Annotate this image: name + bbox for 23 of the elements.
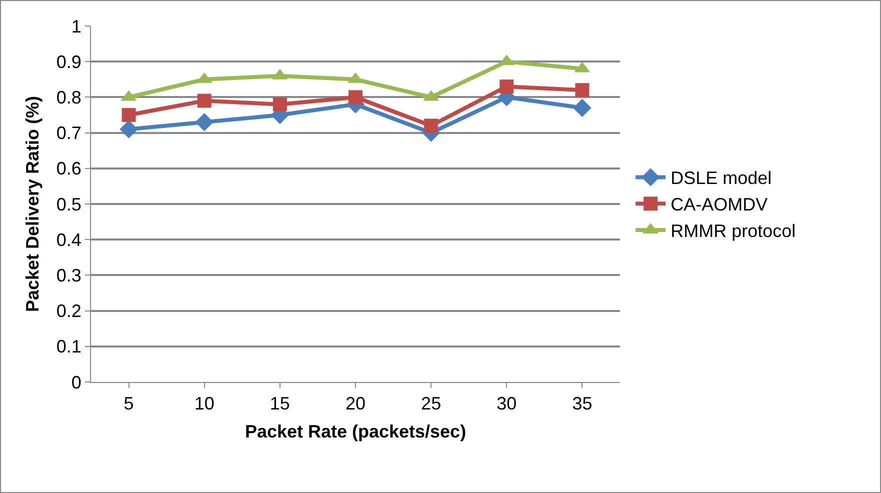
y-tick-label: 0.4 — [56, 230, 82, 250]
y-tick-label: 0.9 — [56, 52, 82, 72]
x-tick-label: 5 — [124, 394, 134, 414]
y-tick-label: 0.2 — [56, 301, 82, 322]
y-tick-label: 1 — [71, 16, 82, 36]
x-tick-label: 10 — [194, 394, 214, 414]
x-tick-label: 25 — [421, 394, 442, 414]
legend-label: RMMR protocol — [670, 221, 796, 242]
x-tick-label: 20 — [345, 394, 366, 414]
legend-label: DSLE model — [670, 168, 772, 188]
x-tick-label: 30 — [496, 394, 517, 414]
y-axis-title: Packet Delivery Ratio (%) — [22, 96, 43, 312]
y-tick-label: 0.8 — [56, 88, 82, 108]
y-tick-label: 0.7 — [56, 123, 82, 144]
legend-label: CA-AOMDV — [670, 194, 768, 215]
y-tick-label: 0.6 — [56, 158, 82, 179]
x-axis-title: Packet Rate (packets/sec) — [244, 422, 466, 442]
x-tick-label: 15 — [270, 394, 290, 414]
y-tick-label: 0.5 — [56, 194, 82, 214]
y-tick-label: 0.3 — [56, 266, 82, 286]
y-tick-label: 0.1 — [56, 336, 82, 357]
y-tick-label: 0 — [71, 372, 82, 392]
x-tick-label: 35 — [572, 394, 592, 414]
